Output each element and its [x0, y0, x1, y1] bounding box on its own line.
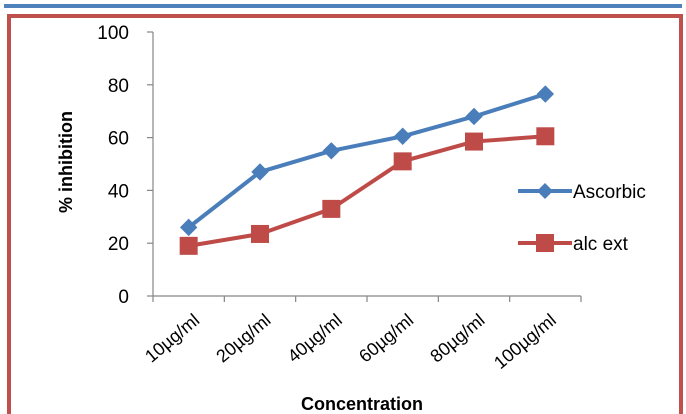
x-tick-label: 10µg/ml: [141, 310, 203, 367]
data-point: [179, 218, 198, 237]
y-tick-label: 60: [108, 129, 129, 150]
chart-axes: [152, 32, 581, 297]
legend-item: alc ext: [518, 234, 629, 255]
series-1: [179, 85, 555, 237]
y-tick-label: 20: [108, 234, 129, 255]
legend-marker: [537, 183, 553, 199]
data-point: [536, 127, 555, 146]
data-point: [251, 224, 269, 243]
data-point: [393, 152, 412, 171]
chart-legend: Ascorbic alc ext: [518, 182, 646, 255]
chart-series: [179, 85, 555, 255]
legend-marker: [536, 234, 554, 252]
y-tick-label: 100: [97, 23, 129, 44]
legend-item: Ascorbic: [518, 182, 646, 203]
data-point: [322, 199, 341, 218]
data-point: [465, 132, 483, 151]
series-line: [187, 92, 546, 229]
data-point: [179, 236, 198, 255]
y-tick-label: 80: [108, 76, 129, 97]
series-2: [179, 127, 555, 255]
x-tick-label: 60µg/ml: [355, 310, 417, 367]
y-tick-label: 0: [118, 287, 129, 308]
data-point: [251, 163, 269, 181]
data-point: [465, 107, 483, 126]
data-point: [393, 127, 412, 145]
legend-label: Ascorbic: [573, 182, 646, 203]
y-axis-ticks: 0 20 40 60 80 100: [97, 23, 153, 308]
x-tick-label: 20µg/ml: [212, 310, 274, 367]
series-line: [188, 134, 546, 248]
data-point: [322, 142, 341, 160]
x-axis-label: Concentration: [301, 394, 423, 414]
outer-frame: [7, 14, 683, 414]
legend-label: alc ext: [573, 234, 629, 255]
x-tick-label: 40µg/ml: [284, 310, 346, 367]
x-tick-label: 80µg/ml: [426, 310, 488, 367]
data-point: [536, 85, 555, 103]
y-tick-label: 40: [108, 181, 129, 202]
y-axis-label: % inhibition: [56, 111, 76, 213]
x-axis-ticks: 10µg/ml 20µg/ml 40µg/ml 60µg/ml 80µg/ml 100µg…: [141, 296, 582, 373]
x-tick-label: 100µg/ml: [490, 310, 560, 373]
chart-frame: [4, 4, 683, 414]
